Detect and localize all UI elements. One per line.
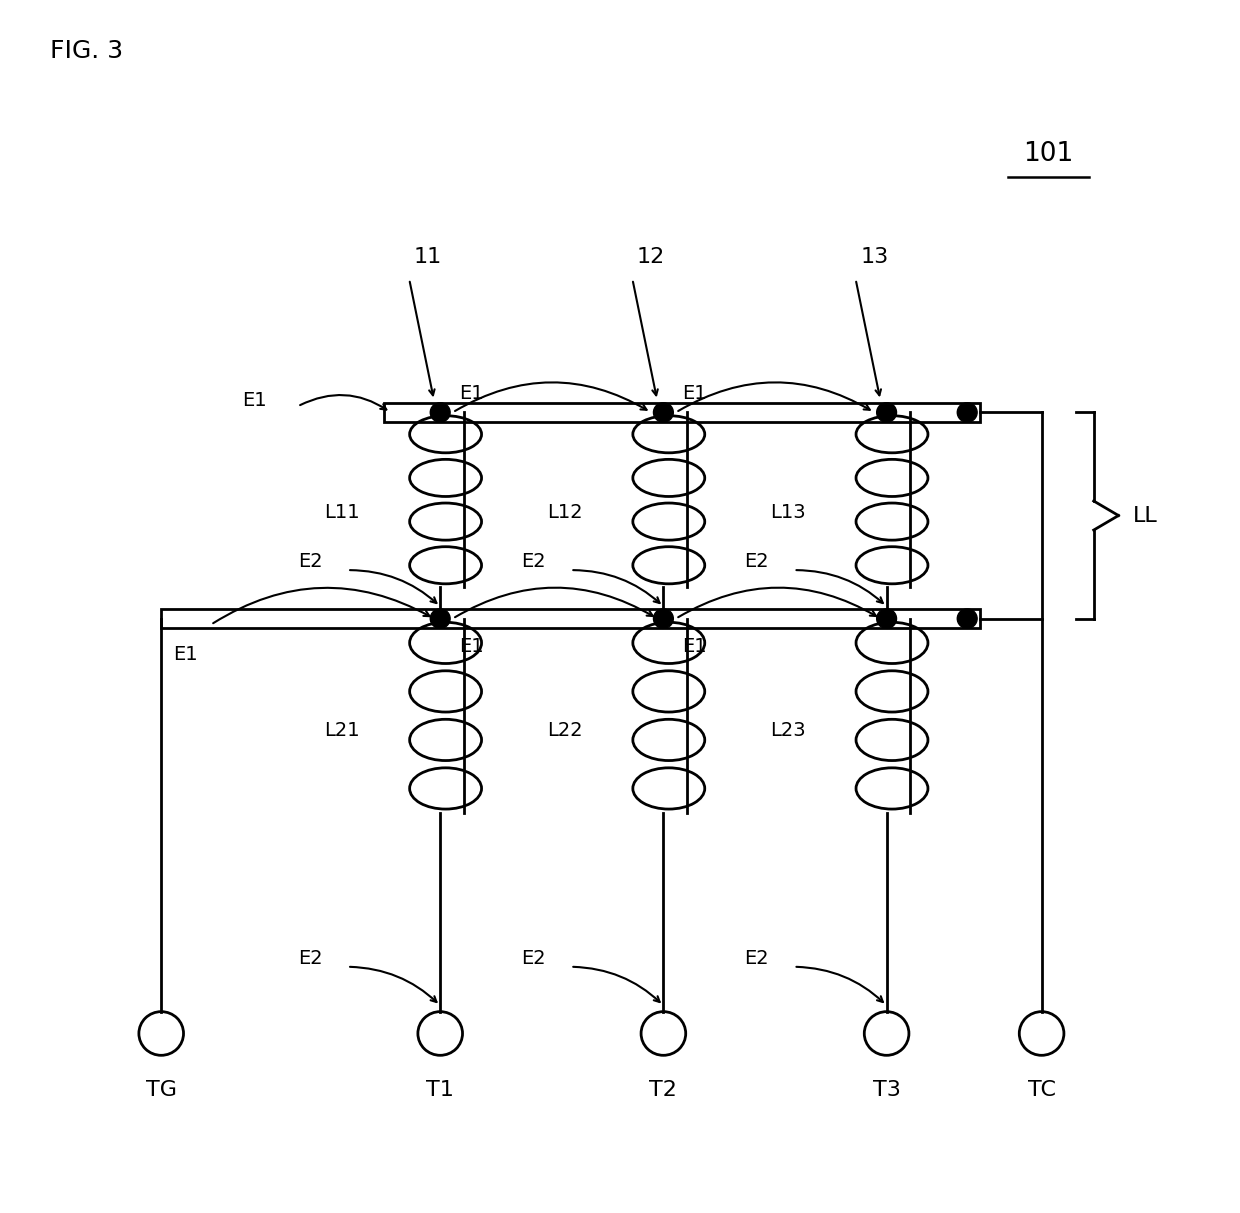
Text: L11: L11 (324, 503, 360, 523)
Text: TC: TC (1028, 1080, 1055, 1099)
Bar (384, 403, 980, 422)
Circle shape (430, 403, 450, 422)
Text: E1: E1 (174, 645, 198, 665)
Text: FIG. 3: FIG. 3 (50, 39, 123, 63)
Text: TG: TG (146, 1080, 177, 1099)
Circle shape (653, 403, 673, 422)
Text: 12: 12 (637, 247, 665, 267)
Text: LL: LL (1133, 506, 1158, 525)
Text: E1: E1 (459, 383, 484, 403)
Text: E1: E1 (459, 637, 484, 656)
Text: E1: E1 (682, 383, 707, 403)
Circle shape (877, 609, 897, 628)
Text: L12: L12 (547, 503, 583, 523)
Text: 13: 13 (861, 247, 888, 267)
Circle shape (957, 403, 977, 422)
Text: E1: E1 (682, 637, 707, 656)
Circle shape (653, 609, 673, 628)
Text: E1: E1 (242, 391, 267, 410)
Circle shape (877, 403, 897, 422)
Text: T3: T3 (873, 1080, 900, 1099)
Text: 11: 11 (414, 247, 441, 267)
Text: E2: E2 (521, 949, 546, 968)
Text: T2: T2 (650, 1080, 677, 1099)
Text: 101: 101 (1023, 142, 1073, 167)
Text: L23: L23 (770, 721, 806, 740)
Text: L21: L21 (324, 721, 360, 740)
Text: E2: E2 (744, 949, 769, 968)
Circle shape (957, 609, 977, 628)
Text: L13: L13 (770, 503, 806, 523)
Circle shape (430, 609, 450, 628)
Bar (161, 609, 980, 628)
Text: L22: L22 (547, 721, 583, 740)
Text: E2: E2 (298, 949, 322, 968)
Text: E2: E2 (744, 552, 769, 571)
Text: E2: E2 (521, 552, 546, 571)
Text: E2: E2 (298, 552, 322, 571)
Text: T1: T1 (427, 1080, 454, 1099)
